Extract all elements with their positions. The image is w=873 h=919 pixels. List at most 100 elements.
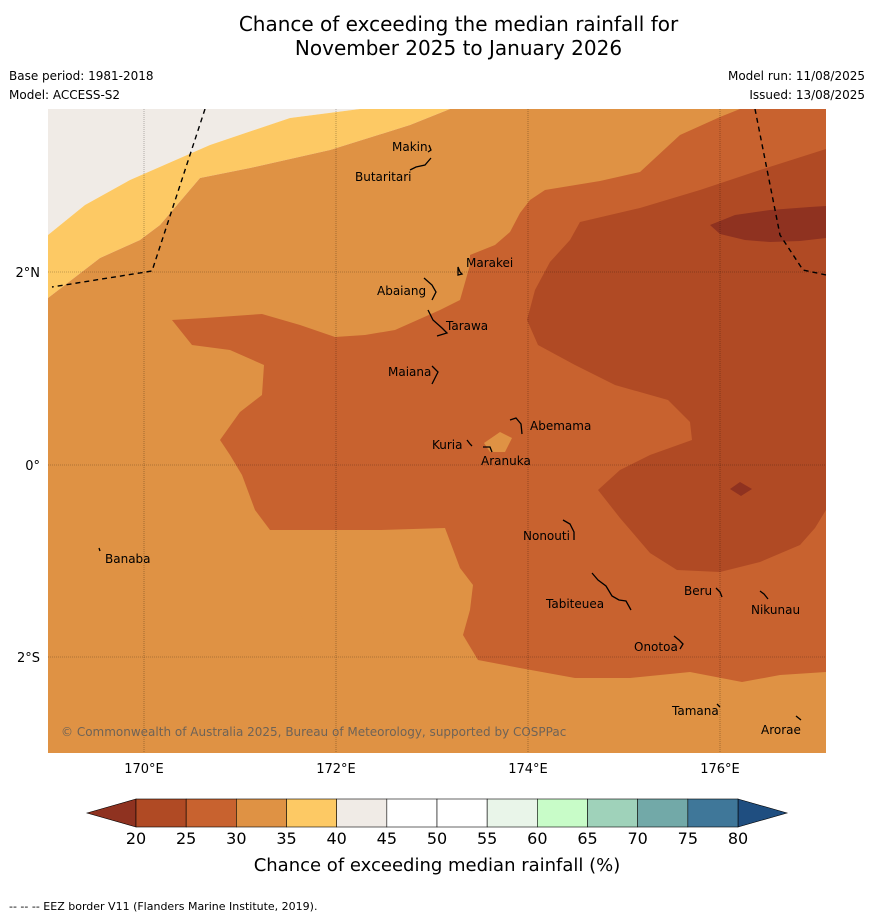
lon-label-176: 176°E: [700, 762, 740, 777]
colorbar-low-extend: [85, 798, 137, 828]
band-35-40: [48, 109, 450, 298]
island-shape-onotoa: [673, 635, 684, 650]
label-tarawa: Tarawa: [445, 319, 488, 333]
lon-label-174: 174°E: [508, 762, 548, 777]
map-title: Chance of exceeding the median rainfall …: [0, 12, 873, 60]
colorbar-cell: [687, 798, 739, 828]
copyright-notice: © Commonwealth of Australia 2025, Bureau…: [61, 725, 566, 739]
colorbar-tick-label: 30: [226, 829, 246, 848]
colorbar-tick-label: 45: [377, 829, 397, 848]
colorbar-cell: [587, 798, 638, 828]
label-nikunau: Nikunau: [751, 603, 800, 617]
eez-line-east: [754, 109, 826, 276]
colorbar-ticks: 20 25 30 35 40 45 50 55 60 65 70 75 80: [126, 829, 748, 848]
eez-line-west: [51, 109, 206, 288]
label-aranuka: Aranuka: [481, 454, 531, 468]
colorbar-cell: [637, 798, 689, 828]
band-below-20-spot: [730, 482, 752, 496]
colorbar-cell: [537, 798, 588, 828]
band-30-35-bottom: [494, 733, 550, 753]
label-abemama: Abemama: [530, 419, 591, 433]
lon-label-172: 172°E: [316, 762, 356, 777]
colorbar-tick-label: 75: [678, 829, 698, 848]
island-shape-arorae: [795, 715, 802, 721]
island-shape-tamana: [716, 703, 721, 708]
island-shape-butaritari: [409, 157, 432, 171]
eez-border: [51, 109, 826, 288]
label-tamana: Tamana: [671, 704, 719, 718]
colorbar-tick-label: 40: [326, 829, 346, 848]
colorbar-high-extend: [737, 798, 789, 828]
base-period: Base period: 1981-2018: [9, 69, 154, 83]
lat-label-0: 0°: [25, 459, 40, 474]
meta-right: Model run: 11/08/2025 Issued: 13/08/2025: [728, 69, 865, 107]
colorbar-tick-label: 35: [276, 829, 296, 848]
band-30-35-patch: [297, 563, 384, 666]
island-shape-abaiang: [423, 277, 437, 301]
colorbar-tick-label: 55: [477, 829, 497, 848]
label-abaiang: Abaiang: [377, 284, 426, 298]
graticule: [48, 109, 826, 753]
band-below-20: [710, 206, 826, 242]
colorbar-cell: [436, 798, 488, 828]
island-shape-nikunau: [759, 590, 769, 600]
label-beru: Beru: [684, 584, 712, 598]
colorbar-cell: [135, 798, 187, 828]
colorbar-tick-label: 25: [176, 829, 196, 848]
label-makin: Makin: [392, 140, 428, 154]
label-banaba: Banaba: [105, 552, 151, 566]
title-line-2: November 2025 to January 2026: [294, 36, 623, 60]
colorbar-cell: [236, 798, 287, 828]
island-shape-banaba: [98, 547, 101, 552]
label-tabiteuea: Tabiteuea: [545, 597, 604, 611]
label-marakei: Marakei: [466, 256, 513, 270]
colorbar-tick-label: 65: [577, 829, 597, 848]
colorbar-cells: [135, 798, 739, 828]
colorbar-tick-label: 20: [126, 829, 146, 848]
lat-label-2n: 2°N: [16, 266, 41, 281]
island-shape-nonouti: [562, 519, 575, 540]
label-nonouti: Nonouti: [523, 529, 570, 543]
island-shape-kuria: [466, 439, 473, 447]
label-arorae: Arorae: [761, 723, 801, 737]
issued-date: Issued: 13/08/2025: [749, 88, 865, 102]
island-shape-tabiteuea: [591, 572, 632, 611]
colorbar-label: Chance of exceeding median rainfall (%): [254, 855, 621, 876]
colorbar-cell: [336, 798, 388, 828]
lat-label-2s: 2°S: [17, 651, 40, 666]
colorbar-cell: [286, 798, 337, 828]
label-butaritari: Butaritari: [355, 170, 412, 184]
island-outlines: [98, 144, 802, 721]
colorbar-tick-label: 50: [427, 829, 447, 848]
eez-footnote: -- -- -- EEZ border V11 (Flanders Marine…: [9, 900, 318, 913]
lon-label-170: 170°E: [124, 762, 164, 777]
island-shape-marakei: [457, 266, 464, 276]
band-30-35-spot: [484, 432, 512, 452]
label-onotoa: Onotoa: [634, 640, 678, 654]
island-shape-abemama: [509, 417, 523, 435]
model-run: Model run: 11/08/2025: [727, 69, 865, 83]
label-kuria: Kuria: [432, 438, 463, 452]
colorbar-cell: [386, 798, 438, 828]
axis-labels: 170°E 172°E 174°E 176°E 2°N 0° 2°S: [16, 266, 740, 777]
colorbar-tick-label: 80: [728, 829, 748, 848]
colorbar: 20 25 30 35 40 45 50 55 60 65 70 75 80 Chance of exc…: [85, 798, 789, 876]
map-plot: Makin Butaritari Marakei Abaiang Tarawa …: [48, 109, 826, 753]
colorbar-cell: [486, 798, 538, 828]
label-maiana: Maiana: [388, 365, 431, 379]
island-labels: Makin Butaritari Marakei Abaiang Tarawa …: [105, 140, 801, 737]
band-40-45-area: [48, 109, 360, 235]
island-shape-makin: [427, 144, 432, 153]
colorbar-cell: [185, 798, 237, 828]
model-name: Model: ACCESS-S2: [9, 88, 121, 102]
island-shape-maiana: [431, 365, 439, 385]
island-shape-tarawa: [427, 309, 449, 337]
meta-left: Base period: 1981-2018 Model: ACCESS-S2: [9, 69, 154, 107]
title-line-1: Chance of exceeding the median rainfall …: [238, 12, 679, 36]
island-shape-beru: [715, 587, 723, 598]
band-20-25: [527, 149, 826, 572]
island-shape-aranuka: [483, 446, 493, 453]
colorbar-tick-label: 60: [527, 829, 547, 848]
colorbar-tick-label: 70: [627, 829, 647, 848]
